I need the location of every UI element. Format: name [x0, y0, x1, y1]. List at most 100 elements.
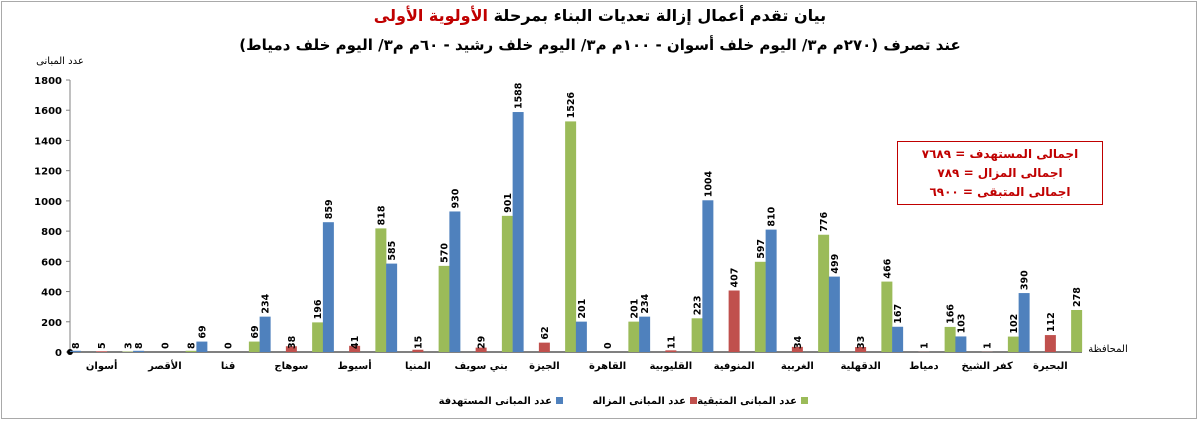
- data-label: 859: [324, 199, 335, 219]
- chart-subtitle: عند تصرف (٢٧٠م م٣/ اليوم خلف أسوان - ١٠٠…: [239, 36, 961, 54]
- x-axis-title: المحافظة: [1088, 344, 1127, 355]
- y-tick-label: 400: [41, 288, 62, 299]
- chart-title-text: بيان تقدم أعمال إزالة تعديات البناء بمرح…: [493, 6, 827, 25]
- legend-swatch: [801, 397, 808, 404]
- data-label: 166: [946, 304, 957, 324]
- data-label: 407: [730, 268, 741, 288]
- y-tick-label: 800: [41, 227, 62, 238]
- y-tick-label: 0: [55, 348, 62, 359]
- category-label: أسيوط: [338, 359, 372, 372]
- bar: [133, 350, 145, 352]
- data-label: 62: [540, 326, 551, 339]
- category-label: بني سويف: [455, 361, 508, 372]
- bar: [702, 200, 714, 352]
- data-label: 0: [603, 342, 614, 349]
- bar: [639, 316, 651, 352]
- bar: [791, 346, 803, 352]
- data-label: 1: [919, 342, 930, 349]
- category-label: كفر الشيخ: [961, 361, 1013, 372]
- bar: [312, 322, 324, 352]
- bar: [185, 350, 197, 352]
- bar: [728, 290, 740, 352]
- data-label: 5: [97, 342, 108, 349]
- bar: [512, 112, 524, 352]
- data-label: 223: [693, 295, 704, 315]
- bar: [1018, 293, 1030, 352]
- data-label: 499: [830, 254, 841, 274]
- data-label: 3: [123, 342, 134, 349]
- y-axis-title: عدد المبانى: [36, 56, 84, 67]
- data-label: 8: [134, 342, 145, 349]
- data-label: 776: [819, 212, 830, 232]
- bar: [665, 350, 677, 352]
- category-label: المنيا: [405, 361, 431, 372]
- bar: [449, 211, 461, 352]
- data-label: 103: [956, 314, 967, 334]
- bar: [881, 281, 893, 352]
- data-label: 29: [477, 336, 488, 349]
- bar: [818, 234, 830, 352]
- category-label: المنوفية: [714, 361, 755, 372]
- bar: [691, 318, 703, 352]
- chart-title-highlight: الأولوية الأولى: [373, 6, 488, 25]
- bar: [754, 261, 766, 352]
- category-label: القليوبية: [650, 361, 693, 372]
- bar: [1044, 335, 1056, 352]
- legend-label: عدد المبانى المستهدفة: [439, 396, 552, 407]
- category-label: البحيرة: [1033, 361, 1068, 372]
- data-label: 278: [1072, 287, 1083, 307]
- data-label: 34: [793, 335, 804, 349]
- bar: [386, 263, 398, 352]
- bar: [349, 345, 361, 352]
- data-label: 69: [250, 325, 261, 338]
- chart-title: بيان تقدم أعمال إزالة تعديات البناء بمرح…: [0, 6, 1200, 25]
- bar: [375, 228, 387, 352]
- data-label: 0: [160, 342, 171, 349]
- total-removed: اجمالى المزال = ٧٨٩: [937, 166, 1063, 180]
- data-label: 1526: [566, 92, 577, 119]
- data-label: 112: [1046, 312, 1057, 332]
- data-label: 901: [503, 193, 514, 213]
- bar: [855, 347, 867, 352]
- bar: [438, 265, 450, 352]
- bar: [259, 316, 271, 352]
- data-label: 102: [1009, 314, 1020, 334]
- bar: [412, 349, 424, 352]
- data-label: 570: [440, 243, 451, 263]
- y-tick-label: 1800: [34, 76, 62, 87]
- category-label: سوهاج: [274, 361, 308, 372]
- data-label: 810: [767, 206, 778, 226]
- category-label: الدقهلية: [840, 361, 880, 372]
- bar: [828, 276, 840, 352]
- category-label: دمياط: [909, 361, 939, 372]
- data-label: 11: [666, 336, 677, 349]
- data-label: 0: [224, 342, 235, 349]
- legend-swatch: [690, 397, 697, 404]
- data-label: 196: [313, 299, 324, 319]
- y-tick-label: 1200: [34, 167, 62, 178]
- data-label: 15: [413, 336, 424, 349]
- category-label: الغربية: [781, 361, 814, 372]
- category-label: قنا: [221, 361, 235, 372]
- data-label: 234: [261, 293, 272, 313]
- data-label: 818: [376, 205, 387, 225]
- data-label: 167: [893, 304, 904, 324]
- legend-label: عدد المبانى المزاله: [592, 396, 686, 407]
- y-tick-label: 1000: [34, 197, 62, 208]
- bar: [322, 222, 334, 352]
- data-label: 8: [187, 342, 198, 349]
- category-label: القاهرة: [589, 361, 626, 372]
- data-label: 201: [629, 299, 640, 319]
- data-label: 1: [983, 342, 994, 349]
- totals-box: اجمالى المستهدف = ٧٦٨٩ اجمالى المزال = ٧…: [897, 141, 1103, 205]
- data-label: 234: [640, 293, 651, 313]
- data-label: 585: [387, 241, 398, 261]
- y-tick-label: 200: [41, 318, 62, 329]
- bar: [944, 326, 956, 352]
- bar: [501, 215, 513, 352]
- data-label: 38: [287, 335, 298, 349]
- bar: [1007, 336, 1019, 352]
- legend-label: عدد المبانى المتبقية: [697, 396, 797, 407]
